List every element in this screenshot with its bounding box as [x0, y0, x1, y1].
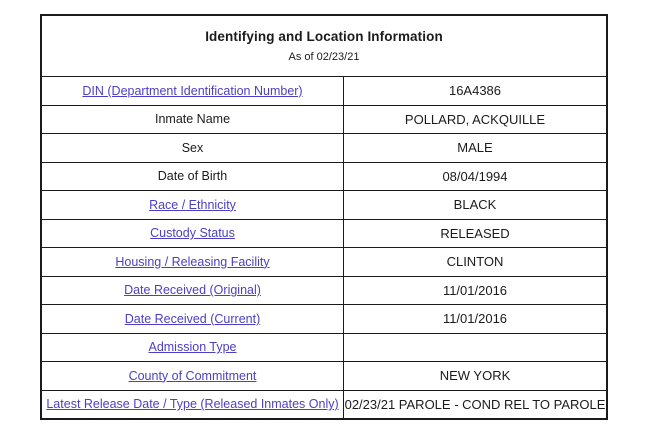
- county-of-commitment-value: NEW YORK: [439, 368, 511, 384]
- date-received-current-value: 11/01/2016: [442, 311, 508, 327]
- row-label-cell: Date of Birth: [42, 162, 344, 190]
- race-ethnicity-value: BLACK: [453, 197, 497, 213]
- row-label-cell: Housing / Releasing Facility: [42, 248, 344, 276]
- admission-type-link[interactable]: Admission Type: [148, 340, 237, 355]
- table-row-housing-facility: Housing / Releasing Facility CLINTON: [42, 248, 606, 277]
- housing-facility-value: CLINTON: [446, 254, 504, 270]
- sex-label: Sex: [181, 140, 204, 155]
- row-label-cell: Inmate Name: [42, 105, 344, 133]
- din-value: 16A4386: [448, 83, 502, 99]
- county-of-commitment-link[interactable]: County of Commitment: [128, 368, 257, 383]
- table-row-din: DIN (Department Identification Number) 1…: [42, 77, 606, 106]
- row-label-cell: Custody Status: [42, 219, 344, 247]
- row-label-cell: Date Received (Original): [42, 276, 344, 304]
- date-of-birth-value: 08/04/1994: [442, 168, 508, 184]
- table-row-date-received-original: Date Received (Original) 11/01/2016: [42, 276, 606, 305]
- housing-facility-link[interactable]: Housing / Releasing Facility: [115, 254, 270, 269]
- table-row-admission-type: Admission Type: [42, 333, 606, 362]
- date-received-original-link[interactable]: Date Received (Original): [124, 283, 261, 298]
- custody-status-value: RELEASED: [440, 225, 510, 241]
- table-row-latest-release: Latest Release Date / Type (Released Inm…: [42, 390, 606, 418]
- row-label-cell: Latest Release Date / Type (Released Inm…: [42, 390, 344, 418]
- row-label-cell: DIN (Department Identification Number): [42, 77, 344, 105]
- table-row-date-received-current: Date Received (Current) 11/01/2016: [42, 305, 606, 334]
- table-title: Identifying and Location Information: [205, 29, 443, 44]
- race-ethnicity-link[interactable]: Race / Ethnicity: [149, 197, 236, 212]
- inmate-name-label: Inmate Name: [154, 112, 231, 127]
- table-row-sex: Sex MALE: [42, 134, 606, 163]
- din-link[interactable]: DIN (Department Identification Number): [82, 83, 303, 98]
- date-received-original-value: 11/01/2016: [442, 282, 508, 298]
- date-of-birth-label: Date of Birth: [157, 169, 228, 184]
- table-row-custody-status: Custody Status RELEASED: [42, 219, 606, 248]
- inmate-name-value: POLLARD, ACKQUILLE: [404, 111, 546, 127]
- table-header: Identifying and Location Information As …: [42, 16, 606, 77]
- row-label-cell: Sex: [42, 134, 344, 162]
- admission-type-value: [344, 334, 606, 362]
- latest-release-link[interactable]: Latest Release Date / Type (Released Inm…: [46, 397, 339, 412]
- date-received-current-link[interactable]: Date Received (Current): [124, 311, 261, 326]
- table-row-date-of-birth: Date of Birth 08/04/1994: [42, 162, 606, 191]
- row-label-cell: County of Commitment: [42, 362, 344, 390]
- custody-status-link[interactable]: Custody Status: [150, 226, 235, 241]
- row-label-cell: Admission Type: [42, 333, 344, 361]
- identifying-location-table: Identifying and Location Information As …: [40, 14, 608, 420]
- table-row-county-of-commitment: County of Commitment NEW YORK: [42, 362, 606, 391]
- row-label-cell: Race / Ethnicity: [42, 191, 344, 219]
- table-row-inmate-name: Inmate Name POLLARD, ACKQUILLE: [42, 105, 606, 134]
- latest-release-value: 02/23/21 PAROLE - COND REL TO PAROLE: [344, 396, 606, 412]
- sex-value: MALE: [457, 140, 493, 156]
- as-of-date: As of 02/23/21: [288, 51, 360, 63]
- row-label-cell: Date Received (Current): [42, 305, 344, 333]
- table-row-race-ethnicity: Race / Ethnicity BLACK: [42, 191, 606, 220]
